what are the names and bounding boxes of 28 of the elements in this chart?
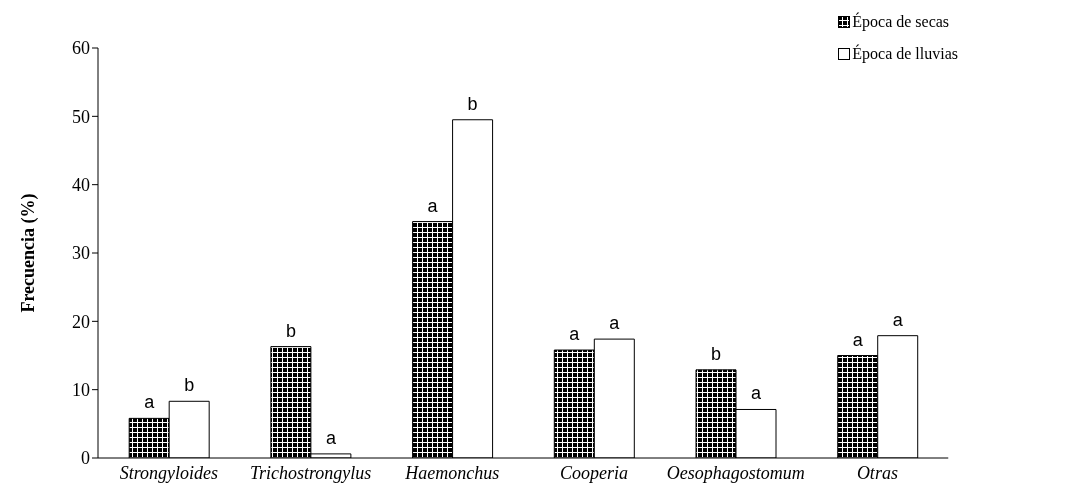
data-label: a [852,329,864,350]
y-tick-label: 10 [72,380,90,401]
data-label: a [609,313,621,334]
x-tick-label: Otras [856,462,898,483]
y-tick-label: 0 [81,448,90,469]
x-tick-label: Oesophagostomum [666,462,805,483]
y-tick-label: 40 [72,175,90,196]
data-label: a [144,392,156,413]
x-tick-label: Haemonchus [404,462,500,483]
x-tick-label: Strongyloides [119,462,219,483]
legend-label: Época de lluvias [852,45,958,63]
data-label: b [184,375,195,396]
data-label: b [467,93,478,114]
data-label: a [751,383,762,404]
y-axis-title: Frecuencia (%) [18,193,40,313]
legend-label: Época de secas [852,13,950,31]
y-tick-label: 60 [72,38,90,59]
data-label: a [569,324,581,345]
x-tick-label: Trichostrongylus [249,462,372,483]
data-label: a [325,427,337,448]
data-label: a [892,309,904,330]
y-tick-label: 50 [72,106,90,127]
data-label: b [711,343,722,364]
x-tick-label: Cooperia [559,462,628,483]
y-tick-label: 20 [72,311,90,332]
data-label: b [285,320,296,341]
data-label: a [427,195,439,216]
y-tick-label: 30 [72,243,90,264]
